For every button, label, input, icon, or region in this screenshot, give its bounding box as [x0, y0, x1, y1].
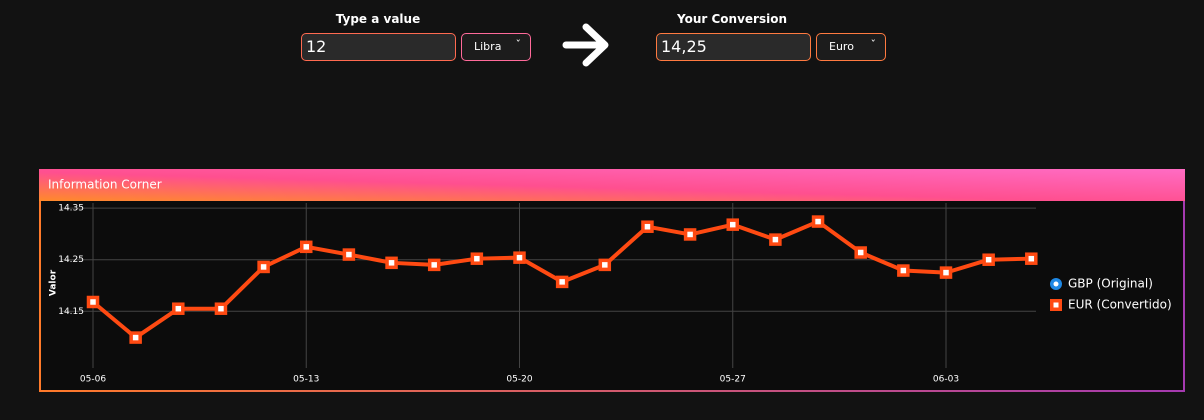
marker: [300, 240, 313, 254]
x-tick-label: 05-06: [80, 375, 106, 385]
marker: [513, 251, 526, 264]
marker: [1025, 252, 1038, 265]
marker: [470, 252, 484, 265]
y-tick-label: 14.25: [58, 255, 84, 265]
value-input[interactable]: 12: [301, 33, 456, 61]
marker: [257, 260, 270, 274]
marker: [598, 258, 612, 272]
legend-swatch: [1053, 281, 1059, 287]
marker: [854, 246, 867, 259]
marker: [129, 331, 142, 344]
caret: ˇ: [515, 38, 522, 51]
marker: [683, 228, 697, 241]
legend-label: GBP (Original): [1068, 277, 1153, 291]
x-tick-label: 05-27: [720, 375, 746, 385]
marker: [427, 258, 441, 272]
marker: [385, 256, 398, 270]
unit-text: Euro: [829, 40, 854, 53]
marker: [342, 248, 356, 261]
y-tick-label: 14.15: [58, 307, 84, 317]
arrow: [562, 23, 609, 67]
legend-swatch: [1053, 302, 1059, 308]
y-axis-label: Valor: [49, 269, 59, 296]
panel-header: [39, 169, 1185, 201]
x-tick-label: 05-20: [506, 375, 532, 385]
marker: [769, 233, 782, 246]
marker: [897, 264, 910, 277]
panel-title: Information Corner: [48, 178, 162, 192]
unit-dropdown[interactable]: Libra ˇ: [461, 33, 531, 61]
y-tick-label: 14.35: [58, 204, 84, 214]
legend-label: EUR (Convertido): [1068, 298, 1172, 312]
marker: [214, 302, 228, 315]
marker: [555, 275, 569, 289]
panel: [39, 169, 1185, 392]
unit-text: Libra: [474, 40, 502, 53]
marker: [726, 218, 739, 231]
x-tick-label: 06-03: [933, 375, 959, 385]
marker: [86, 295, 100, 309]
marker: [811, 215, 825, 228]
unit-dropdown[interactable]: Euro ˇ: [816, 33, 886, 61]
marker: [939, 266, 953, 279]
marker: [641, 220, 654, 233]
x-tick-label: 05-13: [293, 375, 319, 385]
output-label: Your Conversion: [677, 12, 787, 26]
output-box: 14,25: [656, 33, 811, 61]
input-label: Type a value: [335, 12, 421, 26]
marker: [172, 302, 185, 315]
caret: ˇ: [870, 38, 877, 51]
marker: [982, 253, 995, 266]
